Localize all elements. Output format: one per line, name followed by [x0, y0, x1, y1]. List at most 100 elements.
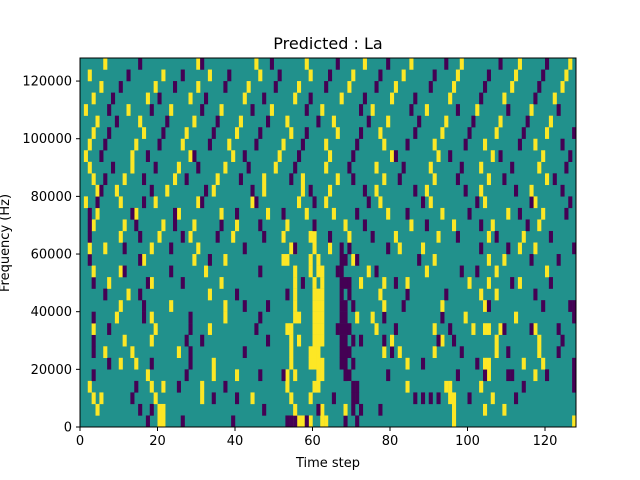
- heatmap-cell: [312, 357, 317, 370]
- heatmap-cell: [204, 184, 209, 197]
- heatmap-cell: [242, 92, 247, 105]
- heatmap-cell: [510, 81, 515, 93]
- heatmap-cell: [339, 311, 344, 324]
- heatmap-cell: [173, 207, 178, 220]
- heatmap-cell: [502, 173, 507, 186]
- heatmap-cell: [502, 323, 507, 335]
- x-axis-label: Time step: [295, 456, 360, 471]
- heatmap-cell: [483, 323, 488, 335]
- heatmap-cell: [176, 346, 181, 359]
- heatmap-cell: [347, 161, 352, 174]
- heatmap-cell: [343, 300, 348, 312]
- heatmap-cell: [289, 357, 294, 370]
- heatmap-cell: [316, 254, 321, 266]
- heatmap-cell: [91, 369, 96, 382]
- heatmap-cell: [448, 92, 453, 105]
- heatmap-cell: [448, 150, 453, 162]
- heatmap-cell: [339, 277, 344, 289]
- heatmap-cell: [343, 323, 348, 335]
- heatmap-cell: [343, 311, 348, 324]
- heatmap-cell: [231, 230, 236, 243]
- heatmap-cell: [393, 277, 398, 289]
- heatmap-cell: [312, 300, 317, 312]
- heatmap-cell: [355, 138, 360, 151]
- heatmap-cell: [293, 265, 298, 278]
- heatmap-cell: [521, 230, 526, 243]
- heatmap-cell: [479, 242, 484, 255]
- heatmap-cell: [339, 334, 344, 347]
- heatmap-cell: [475, 357, 480, 370]
- heatmap-cell: [312, 288, 317, 301]
- heatmap-cell: [560, 184, 565, 197]
- heatmap-cell: [452, 415, 457, 428]
- y-tick-label: 80000: [31, 190, 72, 205]
- x-tick-label: 40: [227, 434, 244, 449]
- heatmap-cell: [421, 357, 426, 370]
- heatmap-cell: [339, 265, 344, 278]
- heatmap-cell: [293, 369, 298, 382]
- heatmap-cell: [320, 311, 325, 324]
- heatmap-cell: [87, 161, 92, 174]
- heatmap-cell: [382, 277, 387, 289]
- heatmap-cell: [107, 357, 112, 370]
- heatmap-cell: [479, 380, 484, 393]
- x-tick-label: 80: [382, 434, 399, 449]
- heatmap-cell: [114, 184, 119, 197]
- heatmap-cell: [432, 254, 437, 266]
- heatmap-cell: [479, 219, 484, 232]
- heatmap-cell: [475, 104, 480, 116]
- heatmap-cell: [223, 311, 228, 324]
- heatmap-cell: [397, 173, 402, 186]
- heatmap-cell: [537, 81, 542, 93]
- heatmap-cell: [409, 58, 414, 70]
- heatmap-cell: [184, 334, 189, 347]
- heatmap-cell: [316, 369, 321, 382]
- heatmap-cell: [343, 277, 348, 289]
- heatmap-cell: [374, 81, 379, 93]
- heatmap-cell: [351, 334, 356, 347]
- heatmap-cell: [525, 219, 530, 232]
- y-tick-label: 20000: [31, 363, 72, 378]
- heatmap-cell: [289, 173, 294, 186]
- heatmap-cell: [176, 161, 181, 174]
- heatmap-cell: [277, 150, 282, 162]
- heatmap-cell: [343, 369, 348, 382]
- heatmap-cell: [308, 184, 313, 197]
- heatmap-cell: [475, 196, 480, 209]
- heatmap-cell: [138, 254, 143, 266]
- heatmap-cell: [463, 138, 468, 151]
- heatmap-cell: [207, 254, 212, 266]
- heatmap-cell: [355, 380, 360, 393]
- heatmap-cell: [223, 254, 228, 266]
- heatmap-cell: [351, 357, 356, 370]
- heatmap-cell: [494, 334, 499, 347]
- heatmap-cell: [142, 127, 147, 139]
- heatmap-cell: [514, 311, 519, 324]
- heatmap-cell: [95, 196, 100, 209]
- heatmap-cell: [424, 219, 429, 232]
- heatmap-cell: [308, 265, 313, 278]
- heatmap-cell: [568, 300, 573, 312]
- heatmap-cell: [568, 150, 573, 162]
- heatmap-cell: [184, 369, 189, 382]
- heatmap-cell: [308, 415, 313, 428]
- heatmap-cell: [393, 150, 398, 162]
- heatmap-cell: [304, 415, 309, 428]
- heatmap-cell: [517, 242, 522, 255]
- heatmap-cell: [142, 254, 147, 266]
- heatmap-cell: [393, 81, 398, 93]
- heatmap-cell: [289, 415, 294, 428]
- heatmap-cell: [316, 288, 321, 301]
- heatmap-cell: [107, 127, 112, 139]
- heatmap-cell: [293, 161, 298, 174]
- heatmap-cell: [413, 184, 418, 197]
- heatmap-cell: [308, 392, 313, 405]
- heatmap-cell: [436, 150, 441, 162]
- heatmap-cell: [118, 81, 123, 93]
- heatmap-cell: [374, 184, 379, 197]
- heatmap-cell: [479, 161, 484, 174]
- heatmap-cell: [533, 92, 538, 105]
- heatmap-cell: [99, 392, 104, 405]
- heatmap-cell: [285, 323, 290, 335]
- heatmap-cell: [95, 115, 100, 128]
